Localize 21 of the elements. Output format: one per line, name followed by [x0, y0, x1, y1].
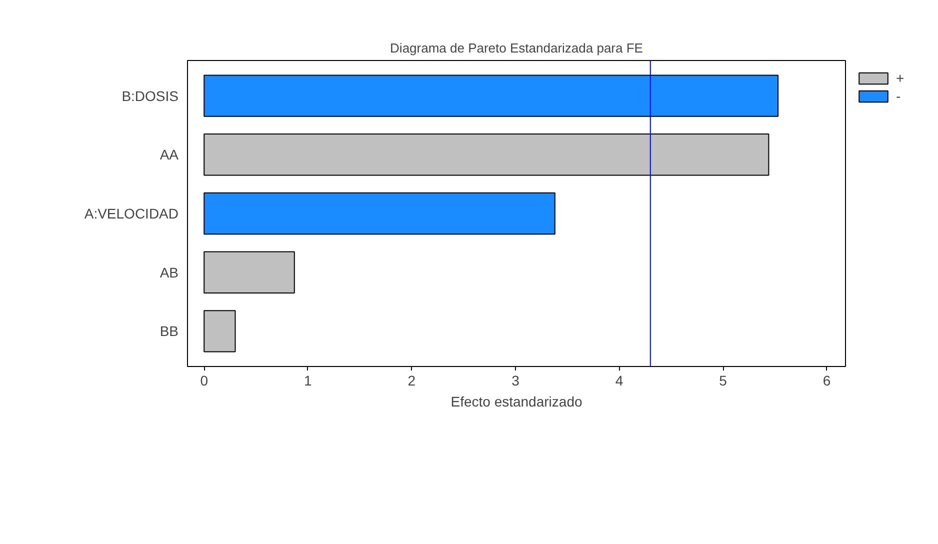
chart-title: Diagrama de Pareto Estandarizada para FE — [390, 40, 644, 56]
x-tick-label: 5 — [719, 372, 728, 388]
legend-label: + — [896, 70, 906, 86]
y-tick-label: B:DOSIS — [122, 88, 179, 104]
bar — [204, 251, 295, 294]
y-tick-label: A:VELOCIDAD — [84, 206, 179, 222]
bar — [204, 134, 770, 176]
bar — [204, 74, 779, 117]
x-tick-label: 1 — [304, 372, 312, 388]
bar — [204, 192, 556, 235]
x-tick-label: 3 — [512, 372, 520, 388]
bar — [204, 310, 236, 352]
legend-label: - — [896, 88, 902, 104]
x-tick-label: 2 — [408, 372, 416, 388]
x-tick-label: 4 — [615, 372, 624, 388]
x-tick-label: 0 — [200, 372, 208, 388]
x-tick-label: 6 — [822, 372, 831, 388]
y-tick-label: AA — [160, 146, 180, 163]
y-tick-label: AB — [160, 264, 179, 280]
x-axis-title: Efecto estandarizado — [450, 394, 582, 410]
y-tick-label: BB — [160, 323, 179, 340]
